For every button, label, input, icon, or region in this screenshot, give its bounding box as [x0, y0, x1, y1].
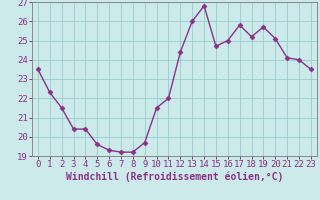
- X-axis label: Windchill (Refroidissement éolien,°C): Windchill (Refroidissement éolien,°C): [66, 172, 283, 182]
